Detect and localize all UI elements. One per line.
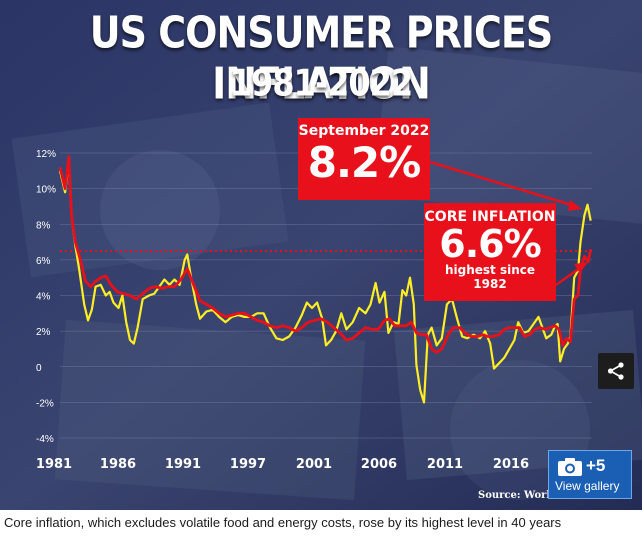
share-icon [607, 362, 624, 380]
y-tick-label: -2% [36, 398, 54, 409]
chart-image: 12% 10% 8% 6% 4% 2% 0 -2% -4% 1981 1986 1991 1997 20… [0, 0, 642, 510]
headline-callout: September 2022 8.2% [298, 118, 430, 200]
y-tick-label: -4% [36, 434, 54, 445]
x-tick-label: 1986 [100, 457, 136, 472]
core-inflation-line [58, 155, 593, 354]
x-axis-ticks: 1981 1986 1991 1997 2001 2006 2011 2016 [36, 457, 529, 472]
core-note-line1: highest since [444, 263, 536, 277]
headline-label: September 2022 [298, 123, 430, 139]
y-tick-label: 12% [36, 149, 56, 160]
share-button[interactable] [598, 353, 634, 389]
gallery-count: +5 [586, 456, 606, 475]
image-caption: Core inflation, which excludes volatile … [4, 515, 562, 530]
core-arrowhead [574, 262, 588, 273]
core-note-line2: 1982 [473, 277, 507, 291]
x-tick-label: 1981 [36, 457, 72, 472]
y-tick-label: 2% [36, 327, 51, 338]
camera-icon [558, 458, 582, 476]
headline-value: 8.2% [307, 138, 421, 187]
series-lines [58, 155, 593, 404]
x-tick-label: 1997 [230, 457, 266, 472]
y-axis-ticks: 12% 10% 8% 6% 4% 2% 0 -2% -4% [36, 149, 56, 445]
view-gallery-button[interactable]: +5 View gallery [548, 450, 632, 499]
x-tick-label: 2006 [361, 457, 397, 472]
y-tick-label: 4% [36, 292, 51, 303]
core-value: 6.6% [439, 222, 541, 266]
y-tick-label: 8% [36, 220, 51, 231]
y-tick-label: 0 [36, 363, 42, 374]
gallery-label: View gallery [555, 479, 620, 493]
annotation-arrows [429, 160, 588, 287]
headline-arrow [429, 160, 579, 209]
source-note: Source: World... [478, 490, 568, 501]
chart-subtitle: 1981-2022 [229, 61, 413, 105]
headline-arrowhead [568, 200, 582, 211]
x-tick-label: 2011 [427, 457, 463, 472]
chart-title: US CONSUMER PRICES INFLATION [89, 7, 553, 109]
x-tick-label: 1991 [165, 457, 201, 472]
x-tick-label: 2016 [493, 457, 529, 472]
y-tick-label: 10% [36, 185, 56, 196]
x-tick-label: 2001 [296, 457, 332, 472]
core-label: CORE INFLATION [424, 209, 556, 225]
core-inflation-callout: CORE INFLATION 6.6% highest since 1982 [424, 203, 556, 301]
y-tick-label: 6% [36, 256, 51, 267]
cpi-line [58, 160, 592, 404]
